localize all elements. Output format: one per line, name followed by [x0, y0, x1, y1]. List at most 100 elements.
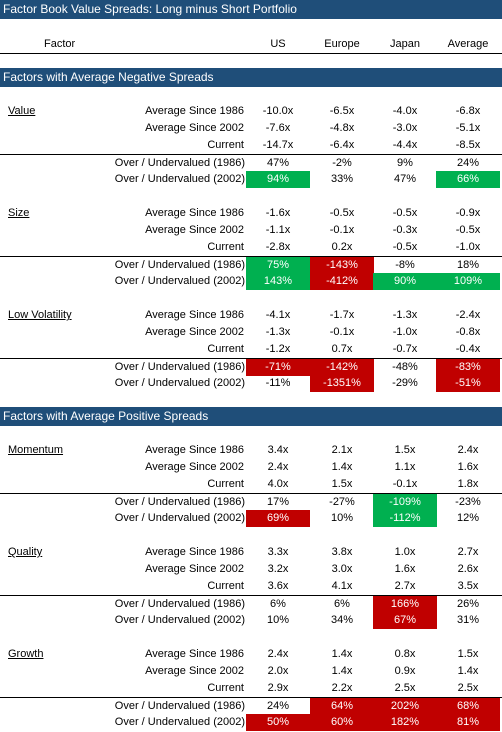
table-cell: -3.0x	[392, 122, 418, 134]
row-label: Over / Undervalued (1986)	[114, 259, 245, 271]
table-cell: 0.8x	[394, 648, 416, 660]
table-cell: 0.7x	[331, 343, 353, 355]
table-cell: -0.1x	[329, 224, 355, 236]
table-title: Factor Book Value Spreads: Long minus Sh…	[3, 2, 297, 16]
row-label: Average Since 2002	[145, 665, 244, 677]
row-label: Average Since 1986	[145, 207, 244, 219]
table-cell: 67%	[373, 612, 437, 629]
table-cell: -0.7x	[392, 343, 418, 355]
table-cell: 3.3x	[267, 546, 289, 558]
table-cell: 2.0x	[267, 665, 289, 677]
table-cell: -0.5x	[392, 241, 418, 253]
table-cell: -23%	[455, 496, 481, 508]
table-cell: 17%	[266, 496, 290, 508]
table-cell: -2%	[332, 157, 352, 169]
table-cell: 3.0x	[331, 563, 353, 575]
table-cell: 1.1x	[394, 461, 416, 473]
table-cell: -1.6x	[265, 207, 291, 219]
table-row: Size Average Since 1986 -1.6x -0.5x -0.5x -0.…	[0, 205, 502, 222]
table-cell: -4.1x	[265, 309, 291, 321]
table-cell: 1.0x	[394, 546, 416, 558]
table-row: Over / Undervalued (2002) -11% -1351% -29% -…	[0, 375, 502, 392]
table-cell: -1351%	[310, 375, 374, 392]
table-row: Over / Undervalued (2002) 10% 34% 67% 31%	[0, 612, 502, 629]
row-label: Average Since 1986	[145, 648, 244, 660]
table-cell: -10.0x	[262, 105, 294, 117]
table-cell: -1.3x	[392, 309, 418, 321]
factor-name-low-volatility: Low Volatility	[8, 309, 72, 321]
table-cell: 1.4x	[331, 665, 353, 677]
table-cell: 9%	[397, 157, 413, 169]
table-cell: 2.4x	[457, 444, 479, 456]
table-cell: 182%	[373, 714, 437, 731]
table-row: Over / Undervalued (2002) 69% 10% -112% 12%	[0, 510, 502, 527]
table-cell: 2.2x	[331, 682, 353, 694]
table-row: Average Since 2002 -7.6x -4.8x -3.0x -5.1x	[0, 120, 502, 137]
row-label: Over / Undervalued (2002)	[114, 614, 245, 626]
table-cell: -29%	[392, 377, 418, 389]
table-cell: 6%	[334, 598, 350, 610]
table-cell: -4.0x	[392, 105, 418, 117]
column-header-row: Factor US Europe Japan Average	[0, 36, 502, 54]
table-cell: -48%	[392, 361, 418, 373]
table-cell: -1.3x	[265, 326, 291, 338]
row-label: Current	[207, 580, 244, 592]
row-label: Current	[207, 343, 244, 355]
factor-name-growth: Growth	[8, 648, 44, 660]
table-cell: 3.4x	[267, 444, 289, 456]
table-cell: 109%	[436, 273, 500, 290]
table-cell: -143%	[310, 257, 374, 274]
table-cell: -6.5x	[329, 105, 355, 117]
table-cell: 4.1x	[331, 580, 353, 592]
table-cell: -71%	[246, 359, 310, 376]
column-header-japan: Japan	[390, 38, 420, 50]
table-cell: -2.4x	[455, 309, 481, 321]
table-cell: 1.6x	[394, 563, 416, 575]
table-cell: 3.8x	[331, 546, 353, 558]
row-label: Average Since 2002	[145, 563, 244, 575]
table-row: Average Since 2002 2.4x 1.4x 1.1x 1.6x	[0, 459, 502, 476]
table-cell: 12%	[456, 512, 480, 524]
table-row: Over / Undervalued (2002) 94% 33% 47% 66%	[0, 171, 502, 188]
table-cell: -2.8x	[265, 241, 291, 253]
row-label: Average Since 2002	[145, 461, 244, 473]
table-row: Over / Undervalued (1986) -71% -142% -48% -8…	[0, 358, 502, 376]
table-cell: -0.3x	[392, 224, 418, 236]
column-header-europe: Europe	[324, 38, 360, 50]
table-cell: 2.7x	[457, 546, 479, 558]
table-cell: -8%	[395, 259, 415, 271]
table-row: Average Since 2002 2.0x 1.4x 0.9x 1.4x	[0, 663, 502, 680]
table-cell: 47%	[266, 157, 290, 169]
table-cell: 66%	[436, 171, 500, 188]
table-row: Current -14.7x -6.4x -4.4x -8.5x	[0, 137, 502, 154]
factor-name-momentum: Momentum	[8, 444, 64, 456]
table-cell: -51%	[436, 375, 500, 392]
table-cell: 1.5x	[394, 444, 416, 456]
row-label: Over / Undervalued (2002)	[114, 512, 245, 524]
column-header-average: Average	[447, 38, 489, 50]
row-label: Current	[207, 139, 244, 151]
table-cell: -4.8x	[329, 122, 355, 134]
table-cell: -4.4x	[392, 139, 418, 151]
table-cell: -0.1x	[392, 478, 418, 490]
table-cell: 2.4x	[267, 648, 289, 660]
table-cell: 2.4x	[267, 461, 289, 473]
table-row: Momentum Average Since 1986 3.4x 2.1x 1.5x 2.…	[0, 442, 502, 459]
row-label: Over / Undervalued (1986)	[114, 700, 245, 712]
table-cell: 3.5x	[457, 580, 479, 592]
table-cell: -0.5x	[455, 224, 481, 236]
table-cell: -0.8x	[455, 326, 481, 338]
table-cell: 81%	[436, 714, 500, 731]
row-label: Average Since 2002	[145, 326, 244, 338]
table-cell: 47%	[393, 173, 417, 185]
row-label: Over / Undervalued (1986)	[114, 496, 245, 508]
table-cell: -0.4x	[455, 343, 481, 355]
table-row: Current -2.8x 0.2x -0.5x -1.0x	[0, 239, 502, 256]
table-cell: 0.9x	[394, 665, 416, 677]
row-label: Over / Undervalued (1986)	[114, 598, 245, 610]
table-cell: -7.6x	[265, 122, 291, 134]
table-row: Low Volatility Average Since 1986 -4.1x -1.…	[0, 307, 502, 324]
row-label: Average Since 2002	[145, 122, 244, 134]
row-label: Average Since 1986	[145, 309, 244, 321]
table-cell: 2.5x	[394, 682, 416, 694]
